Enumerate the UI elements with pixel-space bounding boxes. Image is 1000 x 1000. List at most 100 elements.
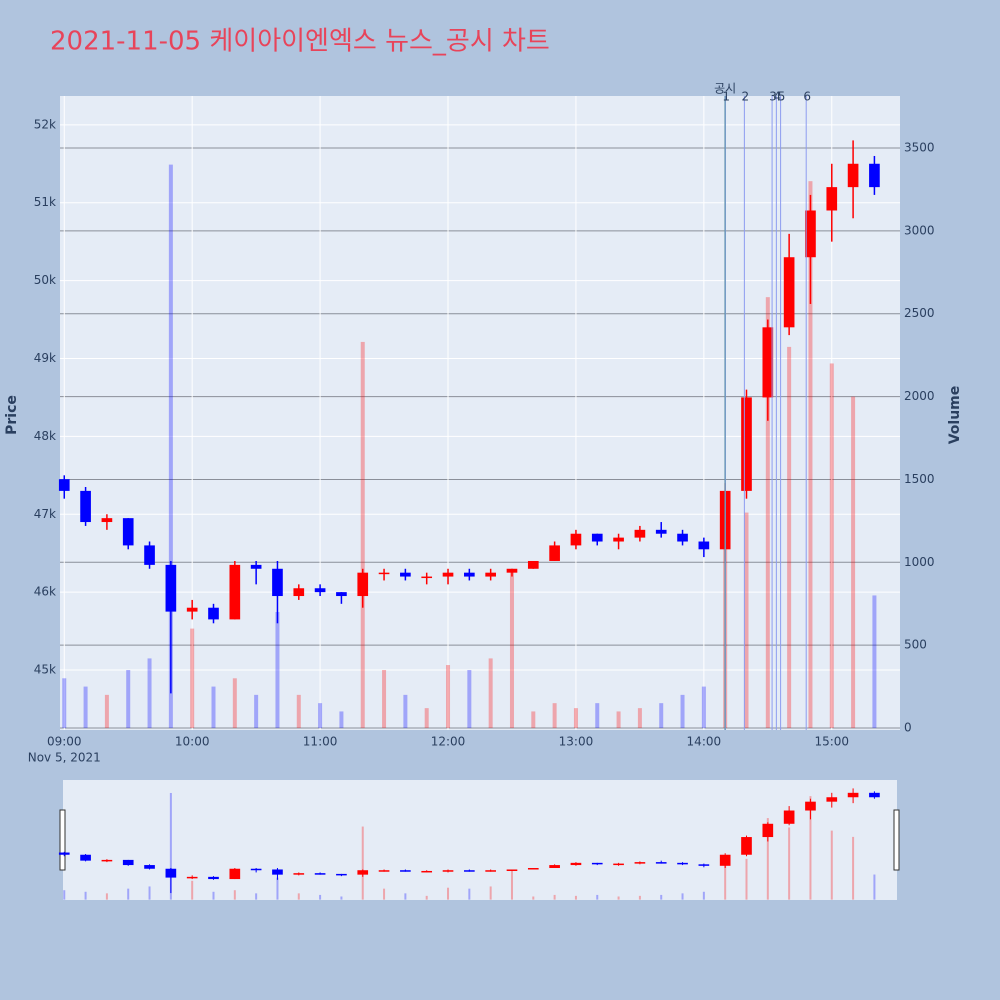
volume-bar [382,670,387,729]
slider-volume-bar [596,894,599,900]
candle-body [272,568,283,597]
candle-body [826,187,838,211]
volume-bar [787,346,792,729]
x-tick-label: 12:00 [431,735,466,749]
slider-volume-bar [169,792,172,900]
slider-candle-body [122,859,134,866]
volume-bar [829,363,834,729]
news-label: 1 [722,90,730,104]
slider-candle-body [80,854,91,861]
slider-candle-body [58,852,70,855]
slider-volume-bar [148,886,151,900]
volume-bar [424,708,429,729]
slider-candle-body [144,865,155,869]
slider-volume-bar [233,890,236,900]
candle-body [58,479,70,491]
slider-candle-body [400,870,411,872]
slider-volume-bar [766,818,769,900]
volume-bar [254,694,259,729]
candle-body [144,545,155,565]
volume-bar [509,570,514,729]
x-date-label: Nov 5, 2021 [28,751,101,765]
slider-candle-body [314,873,326,875]
slider-candle-body [527,868,539,870]
slider-volume-bar [638,895,641,900]
y-tick-label: 47k [34,507,56,521]
volume-bar [851,396,856,729]
slider-candle-body [357,870,369,875]
candle-body [783,257,795,328]
range-slider[interactable] [63,780,897,900]
slider-candle-body [805,801,816,811]
slider-candle-body [613,863,624,866]
slider-volume-bar [191,880,194,900]
slider-volume-bar [105,893,108,900]
slider-volume-bar [297,893,300,900]
slider-candle-body [336,873,347,876]
volume-bar [403,694,408,729]
volume-bar [296,694,301,729]
slider-volume-bar [489,886,492,900]
y2-tick-label: 1500 [904,472,935,486]
slider-volume-bar [468,888,471,900]
volume-bar [616,711,621,729]
y-tick-label: 51k [34,195,56,209]
volume-bar [488,658,493,729]
slider-volume-bar [873,874,876,900]
y2-axis-title: Volume [947,386,963,445]
y-axis-title: Price [4,395,20,435]
slider-candle-body [208,876,219,880]
candle-body [805,210,816,258]
x-tick-label: 11:00 [303,735,338,749]
candle-body [250,564,262,569]
candle-body [378,572,390,575]
slider-candle-body [783,810,795,824]
volume-bar [190,628,195,729]
slider-candle-body [378,870,390,872]
volume-bar [531,711,536,729]
candle-body [421,576,433,579]
slider-volume-bar [255,893,258,900]
volume-bar [595,703,600,729]
candle-body [229,564,241,620]
candle-body [847,163,859,188]
x-tick-label: 10:00 [175,735,210,749]
slider-candle-body [741,837,752,855]
candle-body [101,518,113,523]
x-tick-label: 14:00 [687,735,722,749]
volume-bar [318,703,323,729]
candle-body [165,564,177,612]
slider-volume-bar [404,893,407,900]
slider-volume-bar [852,836,855,900]
volume-bar [637,708,642,729]
slider-handle-right[interactable] [893,809,900,871]
slider-candle-body [506,869,518,871]
candle-body [485,572,496,577]
slider-volume-bar [510,869,513,900]
slider-volume-bar [617,896,620,900]
volume-bar [680,694,685,729]
candle-body [400,572,411,577]
slider-volume-bar [681,893,684,900]
candle-body [634,529,646,538]
volume-bar [744,512,749,729]
volume-bar [232,678,237,729]
slider-candle-body [229,868,241,880]
y2-tick-label: 0 [904,721,912,735]
slider-candle-body [762,823,774,838]
slider-volume-bar [319,894,322,900]
volume-bar [83,686,88,729]
y-tick-label: 45k [34,663,56,677]
slider-candle-body [698,864,710,866]
volume-bar [104,694,109,729]
slider-candle-body [421,870,433,873]
slider-handle-left[interactable] [59,809,66,871]
volume-bar [360,341,365,729]
slider-volume-bar [553,894,556,900]
volume-bar [701,686,706,729]
y-tick-label: 50k [34,273,56,287]
chart-title: 2021-11-05 케이아이엔엑스 뉴스_공시 차트 [50,27,550,57]
volume-bar [62,678,67,729]
candle-body [549,545,560,561]
